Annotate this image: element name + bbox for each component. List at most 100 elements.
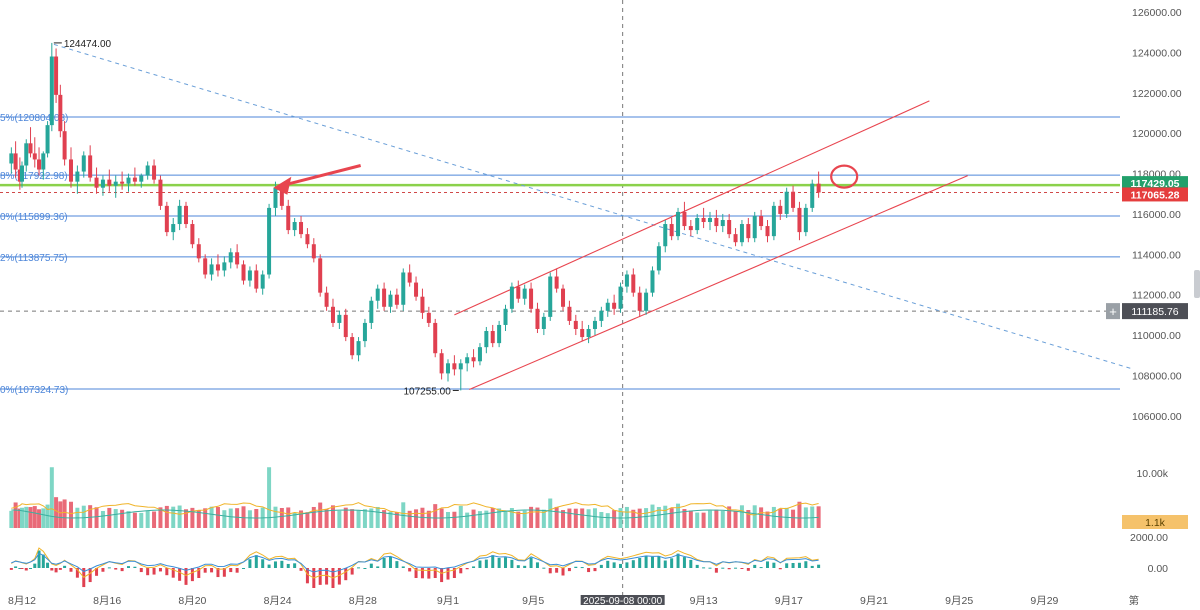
volume-bar [215, 507, 220, 528]
candle-body [32, 153, 37, 160]
candle-body [81, 155, 86, 172]
candle-body [465, 357, 470, 364]
volume-bar [17, 508, 22, 528]
candle-body [420, 296, 425, 313]
volume-bar [37, 509, 42, 528]
volume-bar [228, 508, 233, 528]
candle-body [177, 205, 182, 225]
macd-histogram-bar [299, 568, 303, 571]
macd-histogram-bar [433, 568, 437, 578]
macd-histogram-bar [58, 568, 62, 570]
candle-body [190, 224, 195, 245]
price-tick-label: 106000.00 [1132, 411, 1182, 423]
candle-body [484, 331, 489, 348]
macd-histogram-bar [606, 560, 610, 568]
volume-bar [414, 509, 419, 528]
macd-histogram-bar [33, 563, 37, 568]
volume-bar [688, 510, 693, 528]
macd-histogram-bar [107, 567, 111, 569]
candle-body [644, 292, 649, 311]
candle-body [573, 320, 578, 329]
macd-histogram-bar [267, 564, 271, 568]
volume-bar [196, 510, 201, 528]
candle-body [529, 288, 534, 309]
macd-histogram-bar [472, 566, 476, 568]
volume-bar [299, 510, 304, 528]
volume-bar [330, 505, 335, 528]
macd-histogram-bar [216, 568, 220, 578]
volume-bar [58, 501, 63, 528]
macd-histogram-bar [280, 560, 284, 568]
macd-histogram-bar [29, 568, 33, 569]
macd-histogram-bar [753, 564, 757, 568]
macd-histogram-bar [670, 558, 674, 568]
macd-histogram-bar [638, 558, 642, 568]
candle-body [503, 308, 508, 325]
macd-histogram-bar [318, 568, 322, 585]
candle-body [452, 363, 457, 370]
macd-histogram-bar [810, 565, 814, 568]
macd-histogram-bar [721, 567, 725, 569]
candle-body [139, 175, 144, 182]
macd-histogram-bar [178, 568, 182, 581]
candle-body [676, 211, 681, 237]
candle-body [273, 187, 278, 208]
volume-bar [279, 507, 284, 528]
candle-body [68, 159, 73, 182]
candle-body [132, 177, 137, 182]
volume-bar [644, 508, 649, 528]
macd-histogram-bar [20, 568, 24, 569]
volume-bar [452, 511, 457, 528]
price-tick-label: 112000.00 [1132, 290, 1181, 302]
candle-body [759, 215, 764, 227]
annotation-label: 107255.00 [403, 386, 451, 397]
volume-bar [497, 508, 502, 528]
macd-histogram-bar [791, 563, 795, 568]
candle-body [656, 246, 661, 271]
macd-histogram-bar [120, 568, 124, 572]
macd-histogram-bar [18, 568, 22, 569]
macd-histogram-bar [63, 565, 67, 568]
price-tag-label: 117065.28 [1130, 189, 1179, 201]
candle-body [720, 220, 725, 227]
candle-body [126, 177, 131, 184]
signal-line [11, 552, 819, 573]
macd-histogram-bar [242, 568, 246, 569]
volume-bar [446, 511, 450, 528]
macd-histogram-bar [567, 568, 571, 572]
candle-body [407, 272, 412, 283]
volume-bar [241, 506, 246, 528]
macd-histogram-bar [376, 566, 380, 568]
annotation-label: 124474.00 [64, 39, 112, 50]
candle-body [28, 143, 33, 154]
volume-bar [484, 510, 489, 528]
macd-axis-label: 0.00 [1148, 563, 1169, 575]
candle-body [810, 183, 815, 208]
macd-histogram-bar [631, 560, 635, 568]
volume-bar [733, 511, 738, 528]
volume-tag-label: 1.1k [1145, 517, 1166, 529]
price-scale-handle[interactable] [1194, 270, 1200, 298]
volume-bar [695, 512, 700, 528]
crosshair-price-tag [1122, 303, 1188, 320]
candle-body [471, 357, 476, 362]
volume-tag [1122, 515, 1188, 529]
candle-body [247, 270, 252, 281]
candle-body [203, 258, 208, 275]
macd-histogram-bar [708, 567, 712, 569]
price-tick-label: 122000.00 [1132, 88, 1182, 100]
red-arrow-shaft [284, 164, 362, 187]
volume-ma-slow [11, 509, 819, 519]
fib-level-label: 8%(117922.98) [0, 171, 68, 182]
candle-body [299, 222, 304, 235]
macd-histogram-bar [452, 568, 456, 578]
macd-histogram-bar [446, 568, 450, 580]
volume-bar [113, 509, 118, 528]
volume-bar [810, 506, 815, 528]
candle-body [752, 215, 757, 239]
macd-histogram-bar [689, 559, 693, 568]
candle-body [797, 207, 802, 233]
volume-bar [68, 501, 73, 528]
